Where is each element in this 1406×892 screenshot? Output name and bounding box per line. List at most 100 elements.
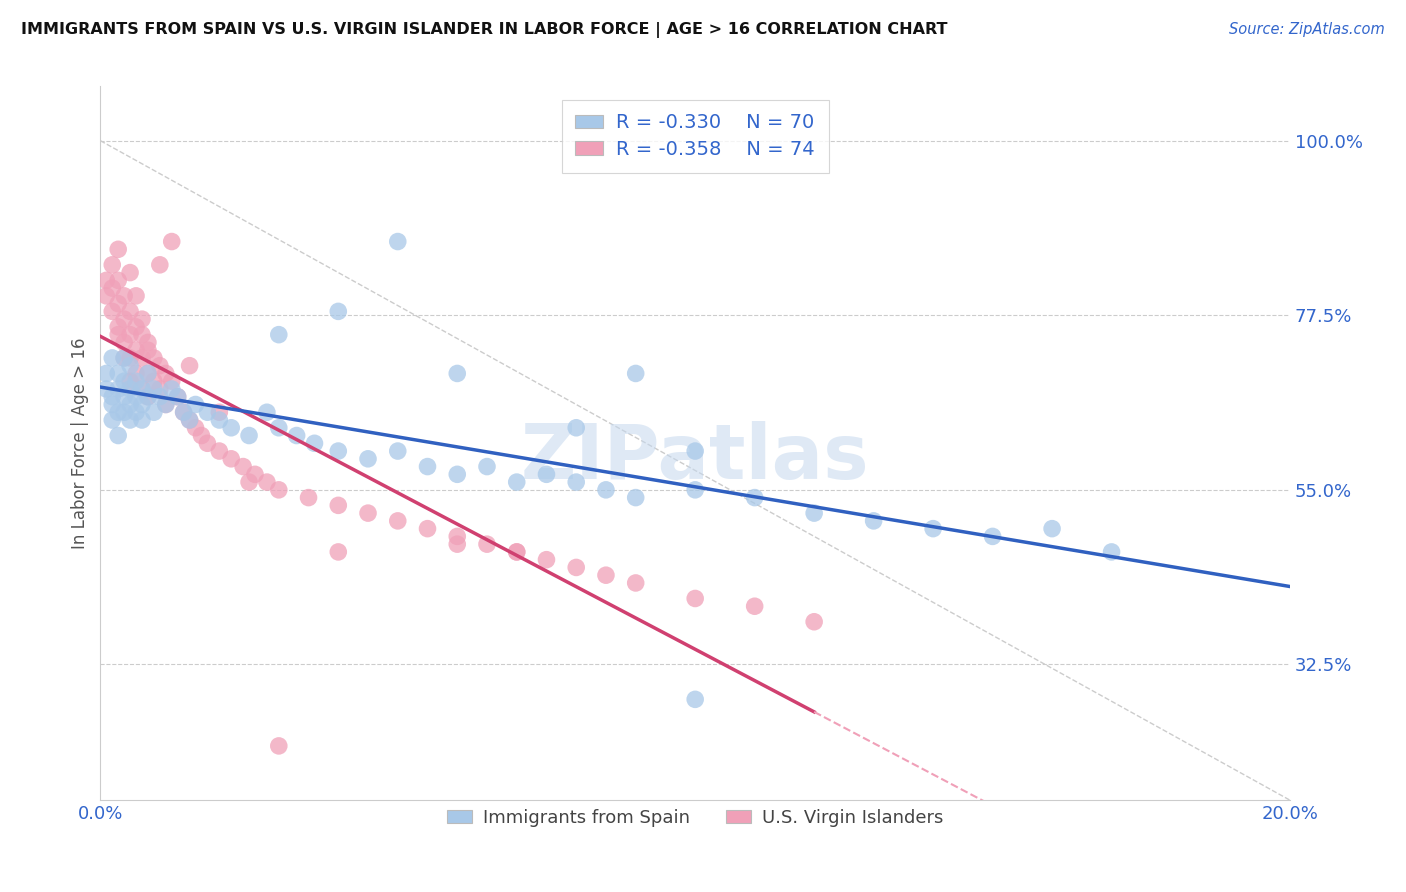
Legend: Immigrants from Spain, U.S. Virgin Islanders: Immigrants from Spain, U.S. Virgin Islan… — [440, 802, 950, 834]
Point — [149, 258, 172, 272]
Point — [446, 467, 468, 482]
Point — [744, 599, 766, 614]
Point — [131, 327, 153, 342]
Point — [136, 367, 159, 381]
Point — [197, 405, 219, 419]
Point — [131, 397, 153, 411]
Point — [1101, 545, 1123, 559]
Point — [166, 390, 188, 404]
Point — [107, 273, 129, 287]
Point — [136, 390, 159, 404]
Point — [142, 374, 165, 388]
Point — [506, 545, 529, 559]
Point — [506, 475, 529, 489]
Point — [683, 444, 706, 458]
Point — [125, 367, 148, 381]
Point — [96, 273, 118, 287]
Point — [112, 312, 135, 326]
Point — [96, 289, 118, 303]
Point — [125, 319, 148, 334]
Point — [112, 351, 135, 365]
Point — [155, 367, 177, 381]
Point — [120, 351, 142, 365]
Point — [565, 421, 588, 435]
Point — [536, 552, 558, 566]
Text: IMMIGRANTS FROM SPAIN VS U.S. VIRGIN ISLANDER IN LABOR FORCE | AGE > 16 CORRELAT: IMMIGRANTS FROM SPAIN VS U.S. VIRGIN ISL… — [21, 22, 948, 38]
Point — [120, 382, 142, 396]
Point — [1040, 522, 1063, 536]
Point — [387, 444, 409, 458]
Point — [208, 405, 231, 419]
Point — [416, 522, 439, 536]
Point — [285, 428, 308, 442]
Point — [387, 235, 409, 249]
Point — [96, 367, 118, 381]
Point — [683, 483, 706, 497]
Point — [142, 405, 165, 419]
Point — [184, 397, 207, 411]
Point — [136, 390, 159, 404]
Point — [683, 591, 706, 606]
Point — [624, 491, 647, 505]
Point — [267, 327, 290, 342]
Point — [101, 413, 124, 427]
Point — [238, 475, 260, 489]
Point — [304, 436, 326, 450]
Point — [120, 266, 142, 280]
Point — [238, 428, 260, 442]
Point — [184, 421, 207, 435]
Point — [197, 436, 219, 450]
Point — [101, 281, 124, 295]
Point — [208, 444, 231, 458]
Point — [131, 312, 153, 326]
Point — [595, 483, 617, 497]
Point — [475, 537, 498, 551]
Point — [112, 390, 135, 404]
Point — [125, 289, 148, 303]
Point — [328, 545, 350, 559]
Point — [922, 522, 945, 536]
Point — [357, 451, 380, 466]
Point — [232, 459, 254, 474]
Point — [328, 304, 350, 318]
Point — [256, 475, 278, 489]
Point — [536, 467, 558, 482]
Point — [328, 444, 350, 458]
Point — [981, 529, 1004, 543]
Point — [267, 739, 290, 753]
Point — [803, 506, 825, 520]
Point — [565, 475, 588, 489]
Point — [683, 692, 706, 706]
Point — [142, 382, 165, 396]
Point — [101, 258, 124, 272]
Point — [136, 367, 159, 381]
Point — [166, 390, 188, 404]
Point — [624, 576, 647, 591]
Point — [297, 491, 319, 505]
Point — [112, 351, 135, 365]
Point — [96, 382, 118, 396]
Point — [120, 374, 142, 388]
Point — [131, 413, 153, 427]
Point — [112, 405, 135, 419]
Point — [149, 359, 172, 373]
Point — [565, 560, 588, 574]
Point — [125, 390, 148, 404]
Point — [107, 428, 129, 442]
Point — [219, 421, 242, 435]
Point — [357, 506, 380, 520]
Point — [125, 405, 148, 419]
Text: ZIPatlas: ZIPatlas — [520, 420, 869, 494]
Point — [107, 382, 129, 396]
Point — [120, 359, 142, 373]
Point — [112, 335, 135, 350]
Point — [475, 459, 498, 474]
Point — [125, 374, 148, 388]
Point — [142, 351, 165, 365]
Point — [219, 451, 242, 466]
Point — [120, 327, 142, 342]
Point — [179, 359, 201, 373]
Point — [131, 382, 153, 396]
Point — [101, 351, 124, 365]
Point — [179, 413, 201, 427]
